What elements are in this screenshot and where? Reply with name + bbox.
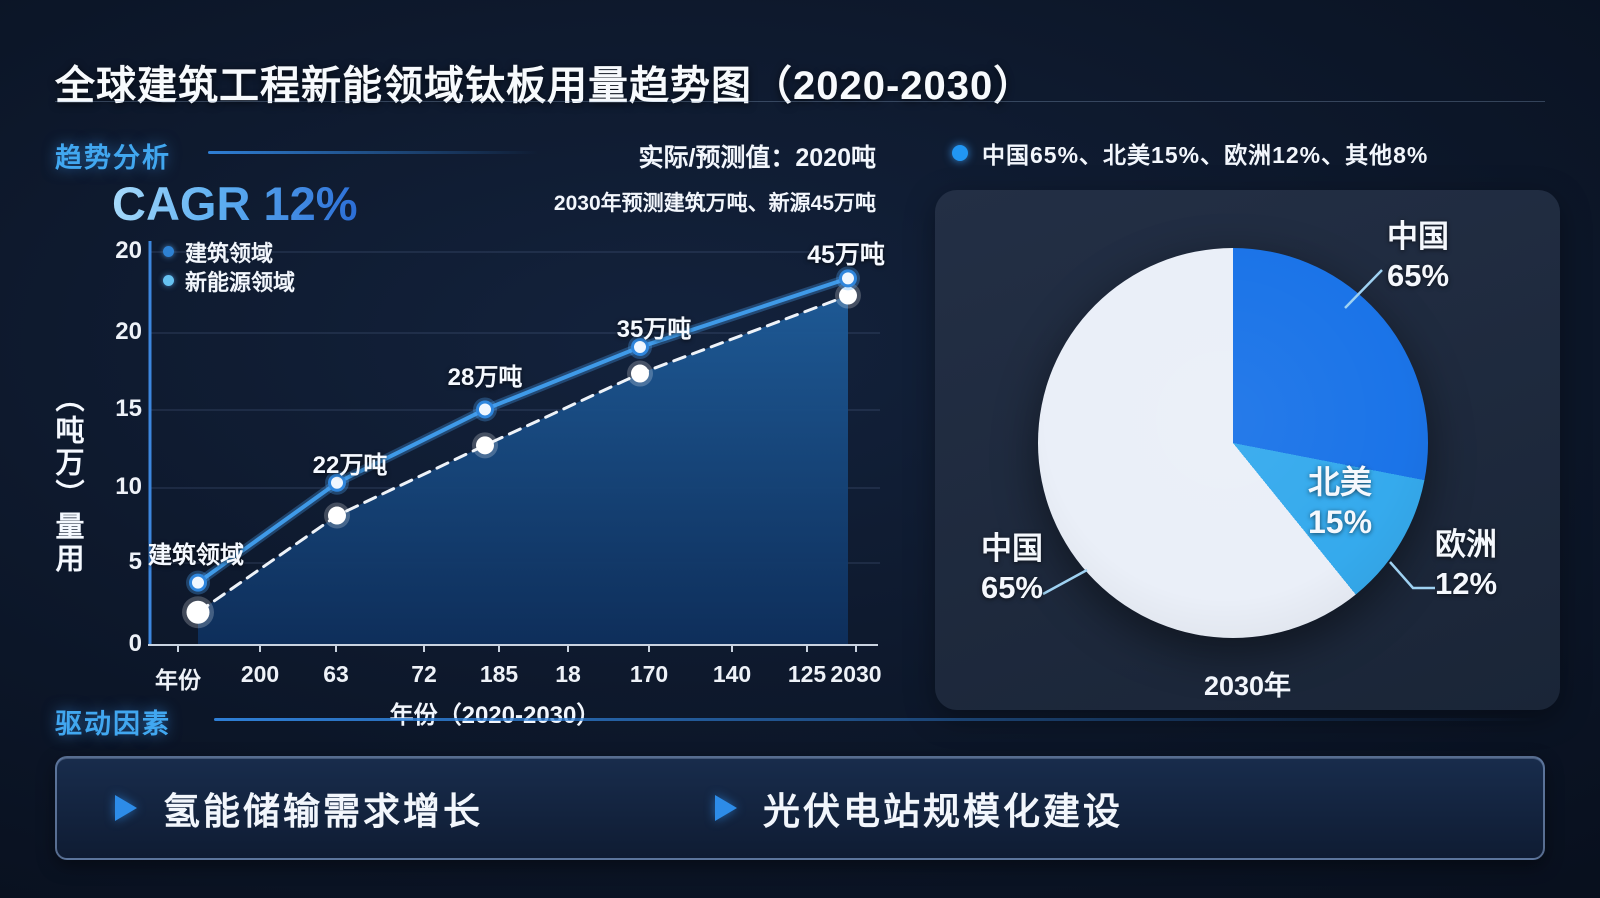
line-chart-canvas — [148, 241, 880, 652]
data-point-marker — [476, 400, 494, 419]
x-tick-label: 200 — [240, 661, 280, 687]
data-point-marker — [186, 600, 210, 624]
data-point-marker — [328, 506, 346, 525]
chart-legend: 建筑领域 新能源领域 — [163, 237, 295, 295]
legend-label: 建筑领域 — [185, 240, 274, 266]
pie-callout-line — [1389, 561, 1435, 590]
pie-label-china: 中国 65% — [1387, 219, 1450, 293]
y-tick-label: 10 — [115, 473, 142, 500]
driver-label: 光伏电站规模化建设 — [763, 791, 1123, 832]
x-tick-label: 2030 — [830, 661, 882, 687]
data-point-label: 35万吨 — [616, 316, 692, 343]
pie-label-china-left: 中国 65% — [980, 531, 1043, 605]
x-tick-label: 72 — [411, 661, 437, 687]
pie-chart — [1038, 248, 1428, 638]
drivers-box: 氢能储输需求增长 光伏电站规模化建设 — [55, 756, 1545, 860]
triangle-bullet-icon — [715, 795, 737, 821]
x-tick-label: 63 — [323, 661, 349, 687]
triangle-bullet-icon — [115, 795, 137, 821]
data-point-label: 22万吨 — [312, 452, 388, 479]
x-tick-label: 140 — [712, 661, 752, 687]
legend-dot-icon — [163, 246, 174, 257]
x-tick-label: 125 — [787, 661, 827, 687]
area-fill — [198, 295, 848, 645]
y-tick-label: 15 — [115, 395, 142, 422]
data-point-marker — [631, 364, 649, 383]
pie-chart-panel: 中国 65% 北美 15% 欧洲 12% 中国 65% 2030年 — [935, 190, 1560, 710]
y-tick-label: 5 — [128, 548, 142, 575]
x-tick-label: 18 — [555, 661, 581, 687]
data-point-marker — [476, 436, 494, 455]
driver-label: 氢能储输需求增长 — [163, 791, 483, 832]
data-point-marker — [189, 573, 207, 592]
x-axis-title: 年份（2020-2030） — [389, 702, 601, 729]
legend-item-construction: 建筑领域 — [163, 237, 295, 266]
data-point-marker — [328, 473, 346, 492]
pie-callout-line — [1042, 568, 1088, 596]
data-point-marker — [839, 269, 857, 288]
drivers-heading-line — [214, 718, 1542, 721]
annotation-2030-forecast: 2030年预测建筑万吨、新源45万吨 — [553, 192, 876, 215]
line-chart: 建筑领域 新能源领域 建筑领域 22万吨 28万吨 35万吨 45万吨 年份（2… — [115, 235, 890, 735]
trend-section-heading: 趋势分析 — [55, 143, 171, 173]
driver-item-hydrogen: 氢能储输需求增长 — [115, 758, 483, 858]
data-point-label: 45万吨 — [807, 241, 885, 269]
pie-label-europe: 欧洲 12% — [1435, 527, 1498, 601]
chart-annotations: 实际/预测值：2020吨 2030年预测建筑万吨、新源45万吨 — [480, 138, 876, 217]
pie-callout-line — [1344, 269, 1383, 309]
driver-item-photovoltaic: 光伏电站规模化建设 — [715, 758, 1123, 858]
region-share-text: 中国65%、北美15%、欧洲12%、其他8% — [982, 142, 1429, 168]
legend-item-new-energy: 新能源领域 — [163, 266, 295, 295]
data-point-marker — [839, 286, 857, 305]
cagr-value: CAGR 12% — [112, 177, 358, 230]
page-title: 全球建筑工程新能领域钛板用量趋势图（2020-2030） — [55, 63, 1035, 108]
annotation-actual-forecast: 实际/预测值：2020吨 — [638, 144, 876, 172]
y-tick-label: 0 — [128, 630, 142, 657]
legend-dot-icon — [952, 145, 968, 161]
pie-label-north-america: 北美 15% — [1307, 464, 1373, 540]
data-point-label: 建筑领域 — [148, 542, 244, 569]
drivers-section-heading: 驱动因素 — [55, 709, 171, 739]
y-tick-label: 20 — [115, 318, 142, 345]
y-axis-label: （吨万）量用 — [51, 383, 83, 575]
legend-dot-icon — [163, 275, 174, 286]
legend-label: 新能源领域 — [185, 269, 296, 295]
x-tick-label: 170 — [629, 661, 669, 687]
pie-caption-year: 2030年 — [1203, 671, 1292, 701]
x-tick-label: 185 — [479, 661, 519, 687]
data-point-marker — [631, 338, 649, 357]
trend-heading-line — [208, 151, 538, 154]
title-divider — [55, 101, 1545, 102]
x-tick-label: 年份 — [155, 667, 201, 693]
region-share-legend: 中国65%、北美15%、欧洲12%、其他8% — [952, 136, 1428, 170]
pie-callout-lines — [1042, 269, 1435, 596]
data-point-label: 28万吨 — [447, 364, 523, 391]
y-tick-label: 20 — [115, 237, 142, 264]
